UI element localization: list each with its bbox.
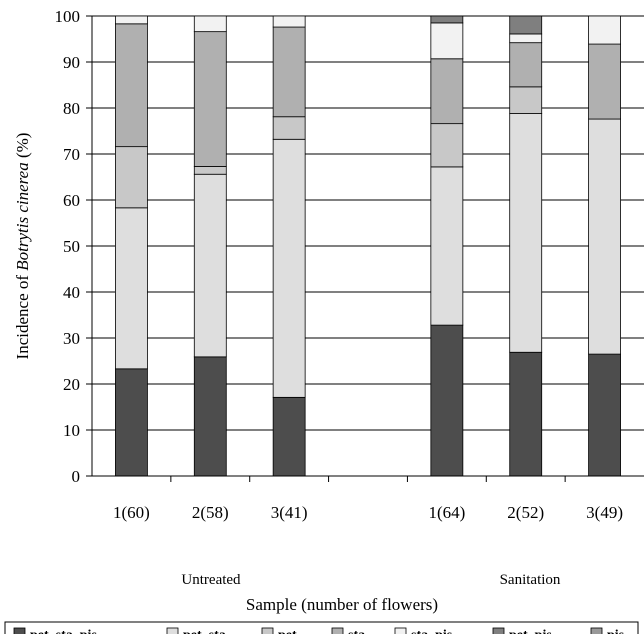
bar-segment-pet-pis — [509, 15, 543, 35]
x-tick-label: 3(49) — [586, 503, 623, 522]
y-tick-label: 50 — [63, 237, 80, 256]
y-tick-labels: 0 10 20 30 40 50 60 70 80 90 100 — [55, 7, 81, 486]
legend-swatch-pet-sta-pis — [13, 627, 26, 634]
bar-segment-pet-pis — [430, 15, 464, 24]
bar-segment-pet — [272, 116, 306, 140]
legend-swatch-pet — [261, 627, 274, 634]
bar-segment-pet-sta-pis — [272, 396, 306, 477]
bar-segment-sta — [509, 42, 543, 88]
bar-segment-pet-sta-pis — [509, 351, 543, 477]
y-tick-label: 70 — [63, 145, 80, 164]
x-tick-label: 1(60) — [113, 503, 150, 522]
bar-segment-pet — [193, 166, 227, 175]
bar-segment-pet-sta — [115, 207, 148, 370]
bar-segment-pet-sta-pis — [430, 324, 464, 477]
x-tick-label: 3(41) — [271, 503, 308, 522]
x-tick-label: 2(58) — [192, 503, 229, 522]
legend-swatch-sta — [331, 627, 344, 634]
bars — [115, 15, 621, 477]
y-axis-title-prefix: Incidence of — [13, 271, 32, 360]
bar-segment-pet-sta — [193, 173, 227, 358]
y-tick-label: 80 — [63, 99, 80, 118]
y-tick-label: 10 — [63, 421, 80, 440]
y-axis-title-suffix: (%) — [13, 133, 32, 163]
bar-segment-pet-sta-pis — [193, 356, 227, 477]
legend-label-sta-pis: sta_pis — [411, 628, 453, 634]
bar-segment-sta-pis — [272, 15, 306, 28]
y-axis-title-italic: Botrytis cinerea — [13, 162, 32, 270]
bar-segment-pet-sta-pis — [588, 353, 621, 477]
bar-segment-pet-sta — [509, 113, 543, 353]
x-axis-title: Sample (number of flowers) — [246, 595, 438, 614]
legend-swatch-sta-pis — [394, 627, 407, 634]
bar-segment-sta-pis — [193, 15, 227, 33]
bar-segment-pet-sta — [588, 118, 621, 355]
bar-segment-sta-pis — [588, 15, 621, 45]
x-tick-label: 1(64) — [428, 503, 465, 522]
bar-segment-pet-sta-pis — [115, 368, 148, 477]
bar-segment-sta — [115, 23, 148, 148]
group-label-sanitation: Sanitation — [500, 572, 561, 588]
legend-label-pis: pis — [607, 628, 625, 634]
y-tick-label: 0 — [72, 467, 81, 486]
legend-swatch-pet-sta — [166, 627, 179, 634]
y-axis-title: Incidence of Botrytis cinerea (%) — [13, 133, 32, 360]
bar-segment-pet — [509, 86, 543, 114]
bar-segment-pet-sta — [272, 138, 306, 398]
y-tick-label: 30 — [63, 329, 80, 348]
bar-segment-sta-pis — [115, 15, 148, 25]
legend-label-pet-pis: pet_pis — [509, 628, 552, 634]
bar-segment-sta-pis — [509, 33, 543, 44]
x-tick-label: 2(52) — [507, 503, 544, 522]
legend-label-sta: sta — [348, 628, 365, 634]
y-tick-label: 20 — [63, 375, 80, 394]
legend-swatch-pet-pis — [492, 627, 505, 634]
y-tick-label: 60 — [63, 191, 80, 210]
bar-segment-pet — [115, 146, 148, 209]
bar-segment-sta-pis — [430, 22, 464, 60]
group-label-untreated: Untreated — [181, 572, 241, 588]
y-tick-label: 40 — [63, 283, 80, 302]
x-tick-labels: 1(60) 2(58) 3(41) 1(64) 2(52) 3(49) — [113, 503, 623, 522]
gridlines — [92, 15, 644, 431]
y-tick-label: 100 — [55, 7, 81, 26]
legend-swatch-pis — [590, 627, 603, 634]
bar-segment-sta — [193, 31, 227, 167]
bar-segment-sta — [430, 58, 464, 125]
legend-label-pet-sta: pet_sta — [183, 628, 226, 634]
bar-segment-sta — [588, 43, 621, 120]
legend-label-pet-sta-pis: pet_sta_pis — [30, 628, 97, 634]
bar-segment-sta — [272, 26, 306, 118]
legend-box — [4, 621, 639, 634]
bar-segment-pet — [430, 123, 464, 168]
legend-label-pet: pet — [278, 628, 297, 634]
axes — [86, 15, 644, 482]
y-tick-label: 90 — [63, 53, 80, 72]
bar-segment-pet-sta — [430, 166, 464, 326]
